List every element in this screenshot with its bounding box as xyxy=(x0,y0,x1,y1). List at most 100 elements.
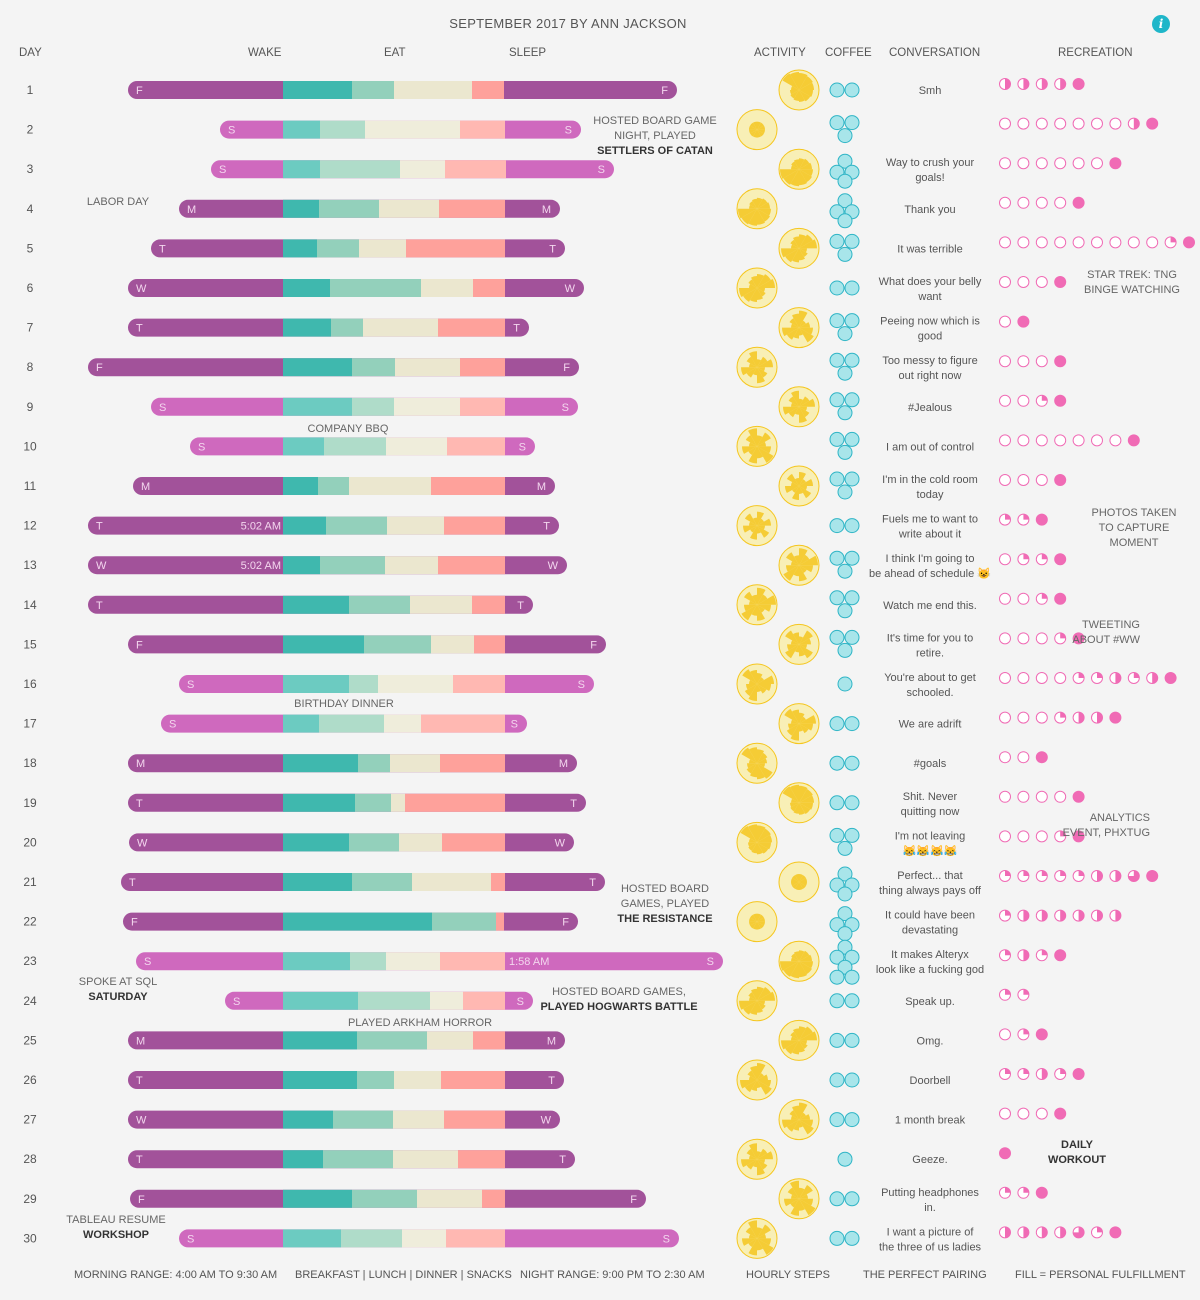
meal-segment xyxy=(431,635,474,654)
day-row: 29 F F Putting headphones in. xyxy=(23,1178,1048,1220)
day-row: 6 W W What does your belly want xyxy=(27,267,1067,309)
dow-start-label: M xyxy=(136,1035,145,1047)
coffee-cup xyxy=(837,444,853,460)
activity-slice xyxy=(799,961,812,975)
dow-end-label: S xyxy=(707,956,714,968)
activity-slice xyxy=(757,1148,768,1160)
activity-slice xyxy=(746,356,757,368)
recreation-fill xyxy=(1036,1187,1048,1199)
activity-slice xyxy=(757,749,764,764)
meal-segment xyxy=(333,1110,393,1129)
recreation-fill xyxy=(1036,751,1048,763)
day-number: 4 xyxy=(27,202,34,216)
annotation-label: PLAYED ARKHAM HORROR xyxy=(348,1017,492,1029)
activity-slice xyxy=(799,486,812,499)
activity-slice xyxy=(785,644,799,659)
activity-slice xyxy=(743,525,757,533)
conversation-quote: Perfect... that thing always pays off xyxy=(879,870,982,897)
activity-slice xyxy=(799,1040,807,1045)
activity-slice xyxy=(799,82,814,90)
meal-segment xyxy=(283,120,320,139)
coffee-cup xyxy=(837,484,853,500)
recreation-fill xyxy=(1023,1226,1029,1238)
activity-slice xyxy=(799,723,809,734)
activity-slice xyxy=(743,288,757,302)
activity-slice xyxy=(757,446,774,463)
activity-slice xyxy=(789,1110,799,1120)
dow-end-label: S xyxy=(519,441,526,453)
dow-start-label: T xyxy=(96,521,103,533)
conversation-quote: Fuels me to want to write about it xyxy=(882,514,978,541)
meal-segment xyxy=(283,358,352,377)
activity-slice xyxy=(786,1119,799,1132)
meal-segment xyxy=(438,556,505,575)
meal-segment xyxy=(439,199,505,218)
conversation-quote: I'm in the cold room today xyxy=(882,474,978,501)
footer-meals: BREAKFAST | LUNCH | DINNER | SNACKS xyxy=(295,1269,512,1281)
day-number: 13 xyxy=(23,558,37,572)
activity-slice xyxy=(757,121,761,130)
meal-segment xyxy=(283,675,349,693)
activity-slice xyxy=(751,1080,757,1091)
recreation-fill xyxy=(1023,553,1029,560)
activity-slice xyxy=(799,878,807,882)
coffee-cup xyxy=(844,471,860,487)
dow-start-label: S xyxy=(169,719,176,731)
meal-segment xyxy=(442,833,505,852)
conversation-quote: Putting headphones in. xyxy=(881,1187,979,1214)
activity-slice xyxy=(790,1180,799,1199)
activity-slice xyxy=(757,1159,765,1176)
activity-slice xyxy=(799,158,810,170)
activity-slice xyxy=(757,825,766,843)
activity-slice xyxy=(799,636,803,645)
meal-segment xyxy=(283,1229,341,1248)
recreation-dot xyxy=(1017,157,1030,170)
activity-slice xyxy=(799,1187,805,1199)
activity-slice xyxy=(793,632,799,645)
coffee-cup xyxy=(837,405,853,421)
meal-segment xyxy=(444,1110,505,1129)
activity-slice xyxy=(757,604,771,612)
dow-start-label: S xyxy=(219,164,226,176)
coffee-cup xyxy=(829,827,845,843)
meal-segment xyxy=(417,1189,482,1208)
info-icon[interactable]: i xyxy=(1152,15,1170,33)
activity-slice xyxy=(757,1073,764,1080)
recreation-fill xyxy=(1060,830,1066,837)
activity-slice xyxy=(799,882,806,889)
activity-slice xyxy=(792,875,799,882)
activity-slice xyxy=(757,834,772,843)
coffee-cup xyxy=(829,233,845,249)
meal-segment xyxy=(319,714,384,733)
activity-slice xyxy=(757,684,767,694)
recreation-fill xyxy=(1005,1068,1011,1074)
activity-slice xyxy=(784,708,799,724)
activity-slice xyxy=(792,313,799,328)
meal-segment xyxy=(283,199,319,218)
dow-end-label: M xyxy=(559,758,568,770)
recreation-fill xyxy=(1023,1028,1029,1035)
meal-segment xyxy=(283,477,318,495)
day-row: 9 S S #Jealous xyxy=(27,386,1067,428)
day-number: 27 xyxy=(23,1113,37,1127)
meal-segment xyxy=(385,556,438,575)
annotation-label: SPOKE AT SQL SATURDAY xyxy=(79,976,157,1003)
activity-slice xyxy=(799,310,808,328)
meal-segment xyxy=(283,160,320,179)
day-row: 3 S S Way to crush your goals! xyxy=(27,148,1122,190)
activity-slice xyxy=(799,565,813,573)
activity-slice xyxy=(780,169,799,179)
recreation-dot xyxy=(1035,196,1048,209)
activity-slice xyxy=(753,913,757,922)
meal-segment xyxy=(283,437,324,456)
coffee-cup xyxy=(844,993,860,1009)
activity-slice xyxy=(757,122,764,130)
header-coffee: COFFEE xyxy=(825,47,872,59)
recreation-fill xyxy=(1005,910,1011,916)
meal-segment xyxy=(283,833,349,852)
activity-slice xyxy=(738,208,757,219)
activity-slice xyxy=(757,202,770,209)
activity-slice xyxy=(799,234,813,249)
conversation-quote: #goals xyxy=(914,758,947,770)
activity-slice xyxy=(791,1115,799,1120)
